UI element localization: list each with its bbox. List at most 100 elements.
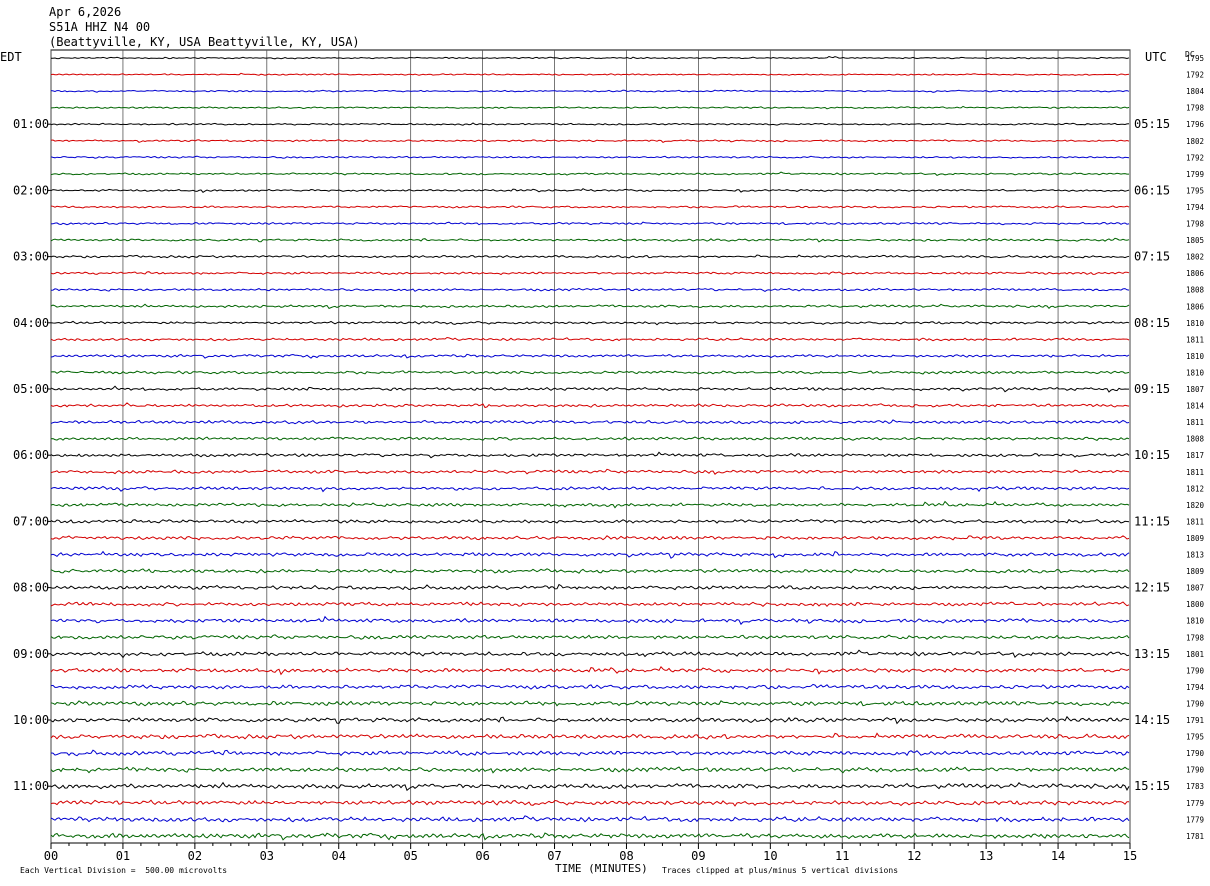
x-tick-label: 02	[188, 849, 202, 863]
trace-line	[50, 303, 1130, 310]
trace-line	[50, 353, 1130, 359]
left-hour-label: 10:00	[13, 713, 49, 727]
left-hour-label: 01:00	[13, 117, 49, 131]
trace-line	[50, 601, 1130, 608]
trace-line	[50, 683, 1130, 690]
dc-offset-label: 1808	[1186, 435, 1205, 444]
trace-line	[50, 715, 1130, 725]
dc-offset-label: 1790	[1186, 699, 1205, 708]
dc-offset-label: 1795	[1186, 54, 1204, 63]
dc-offset-label: 1798	[1186, 220, 1205, 229]
dc-offset-label: 1790	[1186, 749, 1205, 758]
left-hour-label: 08:00	[13, 581, 49, 595]
dc-offset-label: 1802	[1186, 137, 1204, 146]
dc-offset-label: 1779	[1186, 799, 1204, 808]
right-hour-label: 12:15	[1134, 581, 1170, 595]
dc-offset-label: 1805	[1186, 236, 1204, 245]
x-tick-label: 03	[260, 849, 274, 863]
right-hour-label: 09:15	[1134, 382, 1170, 396]
dc-offset-label: 1801	[1186, 650, 1204, 659]
left-hour-label: 09:00	[13, 647, 49, 661]
dc-offset-label: 1811	[1186, 335, 1204, 344]
left-timezone-label: EDT	[0, 50, 22, 64]
dc-offset-label: 1813	[1186, 551, 1204, 560]
right-hour-label: 14:15	[1134, 713, 1170, 727]
dc-offset-label: 1807	[1186, 584, 1204, 593]
trace-line	[50, 749, 1130, 757]
trace-line	[50, 105, 1130, 110]
trace-line	[50, 451, 1130, 459]
dc-offset-label: 1800	[1186, 600, 1205, 609]
trace-line	[50, 500, 1130, 509]
dc-offset-label: 1809	[1186, 534, 1204, 543]
x-tick-label: 04	[332, 849, 346, 863]
right-hour-label: 05:15	[1134, 117, 1170, 131]
trace-line	[50, 468, 1130, 475]
dc-offset-label: 1804	[1186, 87, 1205, 96]
left-hour-label: 03:00	[13, 250, 49, 264]
trace-line	[50, 320, 1130, 326]
dc-offset-label: 1791	[1186, 716, 1204, 725]
trace-line	[50, 832, 1130, 841]
dc-offset-label: 1792	[1186, 71, 1204, 80]
left-hour-label: 04:00	[13, 316, 49, 330]
station-label: S51A HHZ N4 00	[49, 20, 151, 34]
x-tick-label: 07	[547, 849, 561, 863]
trace-line	[50, 205, 1130, 209]
trace-line	[50, 665, 1130, 676]
plot-frame	[50, 49, 1131, 844]
dc-offset-label: 1790	[1186, 766, 1205, 775]
trace-line	[50, 370, 1130, 375]
trace-line	[50, 535, 1130, 541]
trace-line	[51, 55, 1130, 60]
trace-line	[50, 436, 1130, 441]
trace-line	[50, 550, 1130, 559]
dc-offset-label: 1811	[1186, 517, 1204, 526]
right-hour-label: 15:15	[1134, 779, 1170, 793]
right-timezone-label: UTC	[1145, 50, 1167, 64]
dc-offset-label: 1781	[1186, 832, 1204, 841]
dc-offset-label: 1796	[1186, 120, 1205, 129]
trace-line	[50, 781, 1130, 792]
dc-offset-label: 1811	[1186, 468, 1204, 477]
trace-line	[50, 188, 1130, 193]
dc-offset-label: 1790	[1186, 666, 1205, 675]
right-hour-label: 10:15	[1134, 448, 1170, 462]
dc-offset-label: 1807	[1186, 385, 1204, 394]
trace-line	[50, 336, 1130, 342]
dc-offset-label: 1783	[1186, 782, 1204, 791]
x-tick-label: 00	[44, 849, 58, 863]
dc-offset-label: 1810	[1186, 319, 1205, 328]
trace-line	[50, 649, 1130, 659]
trace-line	[50, 139, 1130, 144]
trace-line	[50, 815, 1130, 823]
right-hour-label: 06:15	[1134, 183, 1170, 197]
dc-offset-label: 1798	[1186, 104, 1205, 113]
trace-line	[50, 254, 1130, 259]
x-tick-label: 15	[1123, 849, 1137, 863]
x-tick-label: 05	[403, 849, 417, 863]
dc-offset-label: 1779	[1186, 815, 1204, 824]
trace-line	[50, 237, 1130, 243]
dc-offset-label: 1817	[1186, 451, 1204, 460]
trace-line	[50, 518, 1130, 524]
right-hour-label: 13:15	[1134, 647, 1170, 661]
dc-offset-label: 1810	[1186, 368, 1205, 377]
dc-offset-label: 1795	[1186, 733, 1204, 742]
dc-offset-label: 1808	[1186, 286, 1205, 295]
x-tick-label: 08	[619, 849, 633, 863]
trace-line	[50, 122, 1130, 126]
trace-line	[50, 402, 1130, 409]
trace-line	[50, 485, 1130, 493]
scale-note: Each Vertical Division = 500.00 microvol…	[20, 866, 228, 875]
trace-line	[50, 732, 1130, 740]
x-tick-label: 12	[907, 849, 921, 863]
dc-offset-label: 1792	[1186, 153, 1204, 162]
trace-line	[50, 799, 1129, 807]
trace-line	[50, 171, 1129, 176]
dc-offset-label: 1795	[1186, 186, 1204, 195]
x-tick-label: 01	[116, 849, 130, 863]
trace-line	[50, 568, 1130, 574]
x-tick-label: 11	[835, 849, 849, 863]
